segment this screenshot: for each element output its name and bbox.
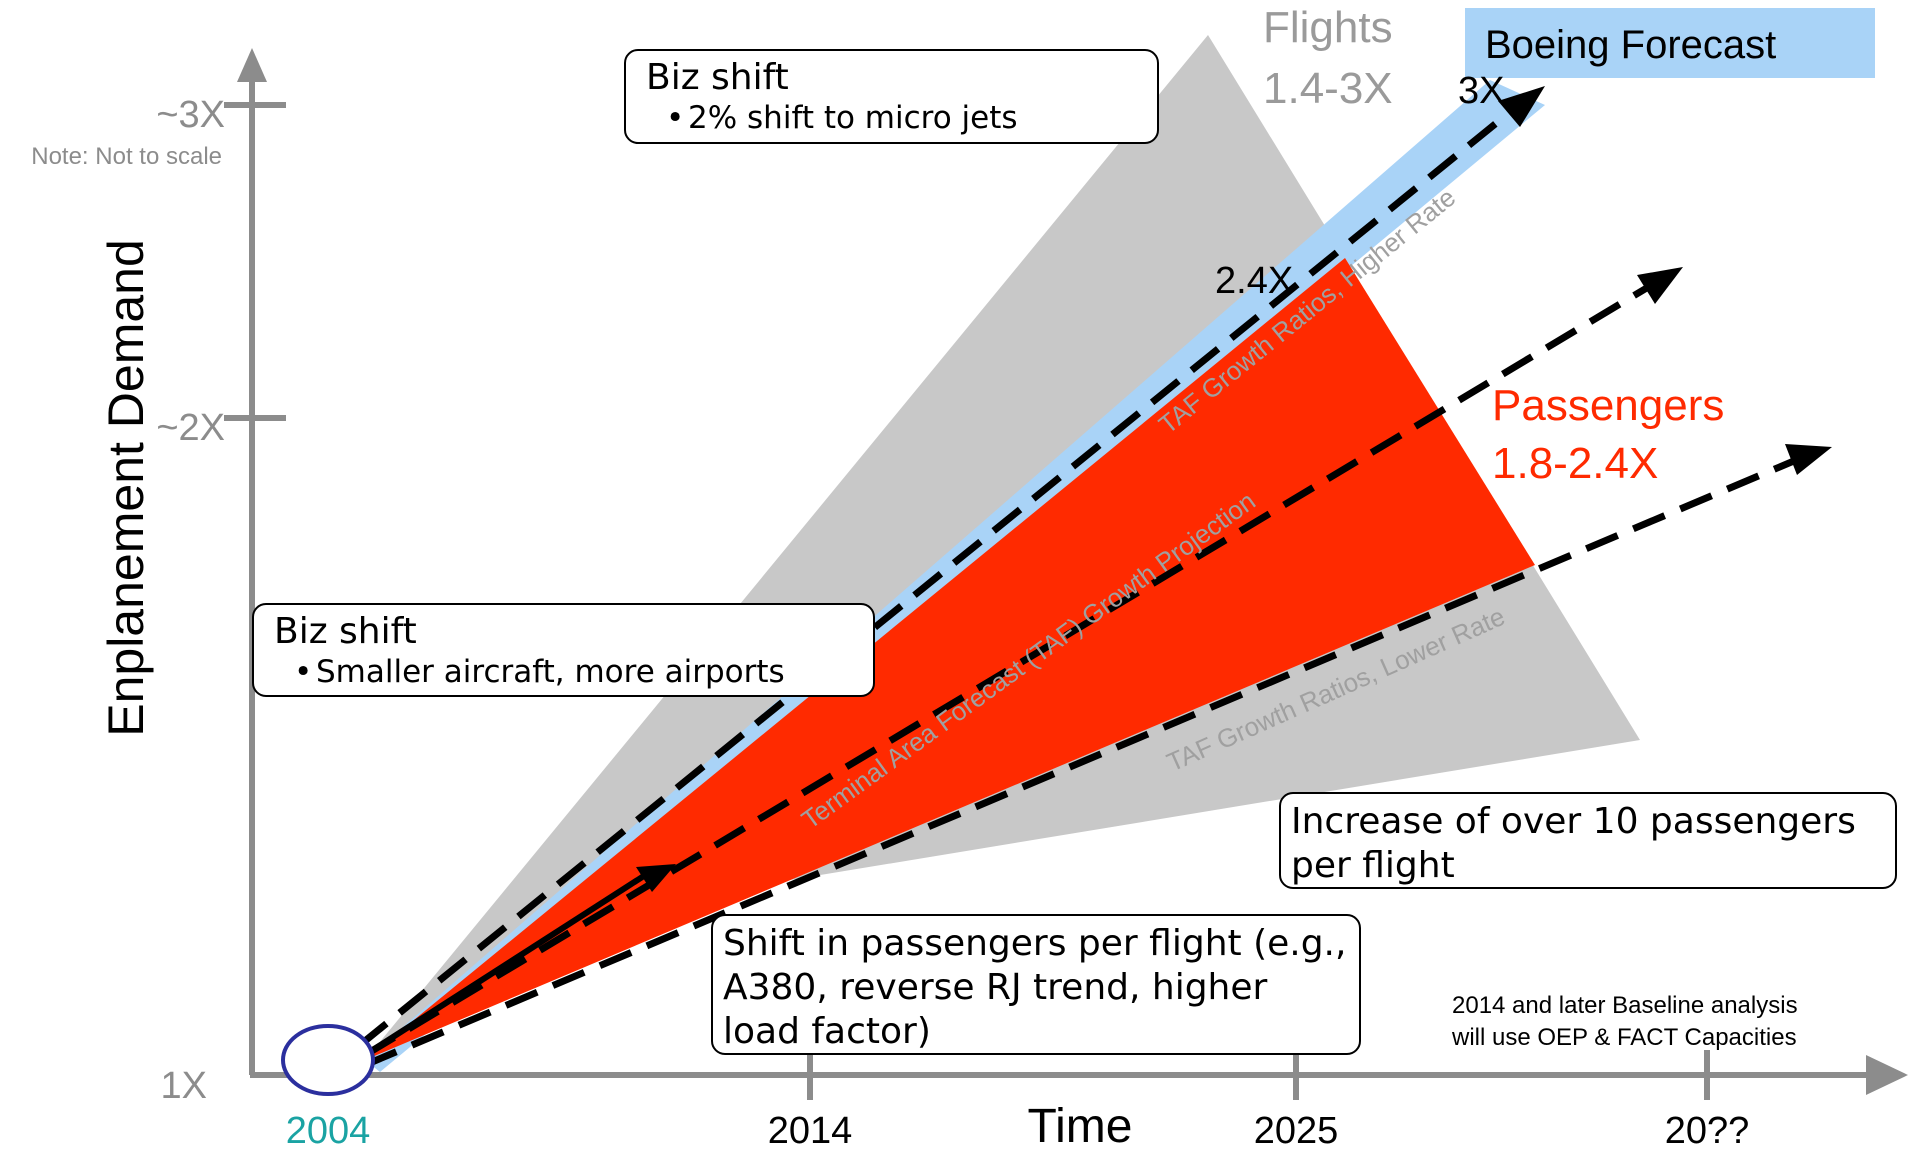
two-four-x-label: 2.4X [1215, 260, 1293, 302]
x-tick-label-20xx: 20?? [1665, 1110, 1750, 1149]
flights-range: 1.4-3X [1263, 64, 1393, 113]
x-tick-label-2014: 2014 [768, 1110, 853, 1149]
y-tick-label-1x: 1X [161, 1065, 207, 1107]
shift-text: Shift in passengers per flight (e.g., A3… [723, 923, 1347, 1052]
trend-arrowhead [636, 864, 676, 892]
biz-shift-top-box: Biz shift 2% shift to micro jets [624, 49, 1159, 144]
three-x-label: 3X [1458, 70, 1504, 112]
baseline-note-line2: will use OEP & FACT Capacities [1451, 1024, 1797, 1051]
x-tick-label-2004: 2004 [286, 1110, 371, 1149]
projection-lines [357, 109, 1810, 1069]
taf-lower-line [363, 451, 1810, 1069]
x-axis-arrowhead [1866, 1055, 1908, 1095]
increase-text: Increase of over 10 passengers per fligh… [1291, 801, 1856, 886]
taf-higher-arrowhead [1498, 86, 1545, 127]
biz-shift-mid-title: Biz shift [274, 611, 417, 652]
passengers-range: 1.8-2.4X [1492, 439, 1658, 488]
boeing-label-bg [1465, 8, 1875, 78]
trend-arrow-line [363, 869, 652, 1058]
passengers-title: Passengers [1492, 381, 1724, 430]
passengers-region [365, 258, 1535, 1060]
axes [224, 62, 1880, 1100]
flights-title: Flights [1263, 3, 1393, 52]
biz-shift-top-title: Biz shift [646, 57, 789, 98]
increase-box: Increase of over 10 passengers per fligh… [1279, 792, 1897, 889]
baseline-note-line1: 2014 and later Baseline analysis [1452, 992, 1798, 1019]
x-axis-label: Time [1028, 1100, 1133, 1149]
axis-note: Note: Not to scale [31, 143, 222, 170]
biz-shift-top-bullet: 2% shift to micro jets [646, 99, 1137, 137]
origin-circle [281, 1024, 375, 1096]
biz-shift-mid-bullet: Smaller aircraft, more airports [274, 653, 853, 691]
boeing-label: Boeing Forecast [1485, 23, 1776, 67]
y-axis-arrowhead [237, 48, 267, 82]
taf-higher-line [357, 109, 1513, 1048]
y-tick-label-2x: ~2X [156, 407, 225, 449]
taf-projection-line [363, 276, 1662, 1059]
y-axis-label: Enplanement Demand [98, 239, 154, 737]
taf-projection-arrowhead [1637, 267, 1683, 304]
taf-lower-arrowhead [1785, 444, 1832, 475]
biz-shift-mid-box: Biz shift Smaller aircraft, more airport… [252, 603, 875, 697]
y-tick-label-3x: ~3X [156, 94, 225, 136]
shift-box: Shift in passengers per flight (e.g., A3… [711, 914, 1361, 1055]
x-tick-label-2025: 2025 [1254, 1110, 1339, 1149]
